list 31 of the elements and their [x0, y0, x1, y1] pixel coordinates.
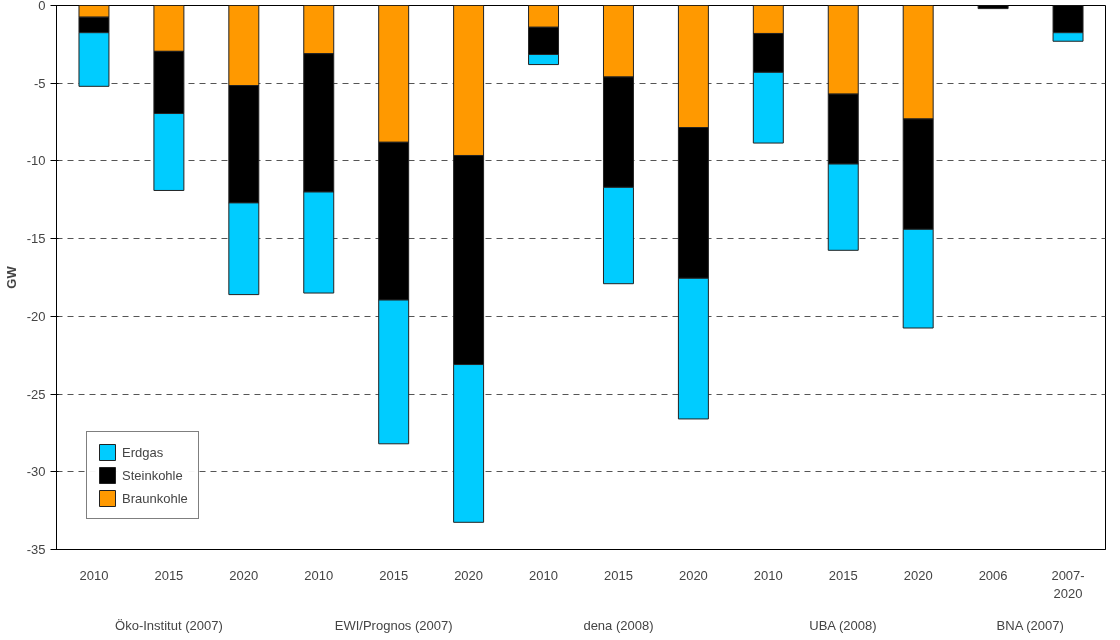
- y-tick-label: -10: [26, 153, 46, 169]
- y-tick-label: -30: [26, 464, 46, 480]
- x-tick-label: 2015: [379, 567, 409, 583]
- text: Öko-Institut (2007): [115, 617, 223, 633]
- x-tick-label: 2015: [828, 567, 858, 583]
- y-tick-label: 0: [38, 0, 46, 13]
- legend-label: Braunkohle: [122, 490, 188, 506]
- legend-label: Steinkohle: [122, 467, 183, 483]
- y-tick-label: -5: [33, 75, 46, 91]
- x-tick-label: 2015: [604, 567, 633, 583]
- x-tick-label: 2010: [753, 567, 783, 583]
- x-tick-label: 2020: [678, 567, 708, 583]
- y-tick-label: -20: [26, 308, 46, 324]
- y-tick-label: -15: [26, 231, 46, 247]
- x-tick-label: 2010: [304, 567, 334, 583]
- x-tick-label: 2010: [79, 567, 109, 583]
- x-tick-label: 2020: [454, 567, 484, 583]
- x-tick-label: 2020: [903, 567, 933, 583]
- x-tick-label: 2015: [154, 567, 184, 583]
- text: dena (2008): [583, 617, 654, 633]
- text: BNA (2007): [996, 617, 1064, 633]
- x-tick-label: 2010: [529, 567, 558, 583]
- y-tick-label: -35: [26, 542, 46, 557]
- y-axis-title: GW: [3, 265, 19, 289]
- y-tick-label: -25: [26, 386, 46, 402]
- text: EWI/Prognos (2007): [334, 617, 453, 633]
- x-tick-label: 2006: [978, 567, 1008, 583]
- legend-label: Erdgas: [122, 444, 164, 460]
- x-tick-label: 2020: [229, 567, 259, 583]
- text: UBA (2008): [809, 617, 877, 633]
- x-tick-label: 2007-2020: [1051, 567, 1085, 601]
